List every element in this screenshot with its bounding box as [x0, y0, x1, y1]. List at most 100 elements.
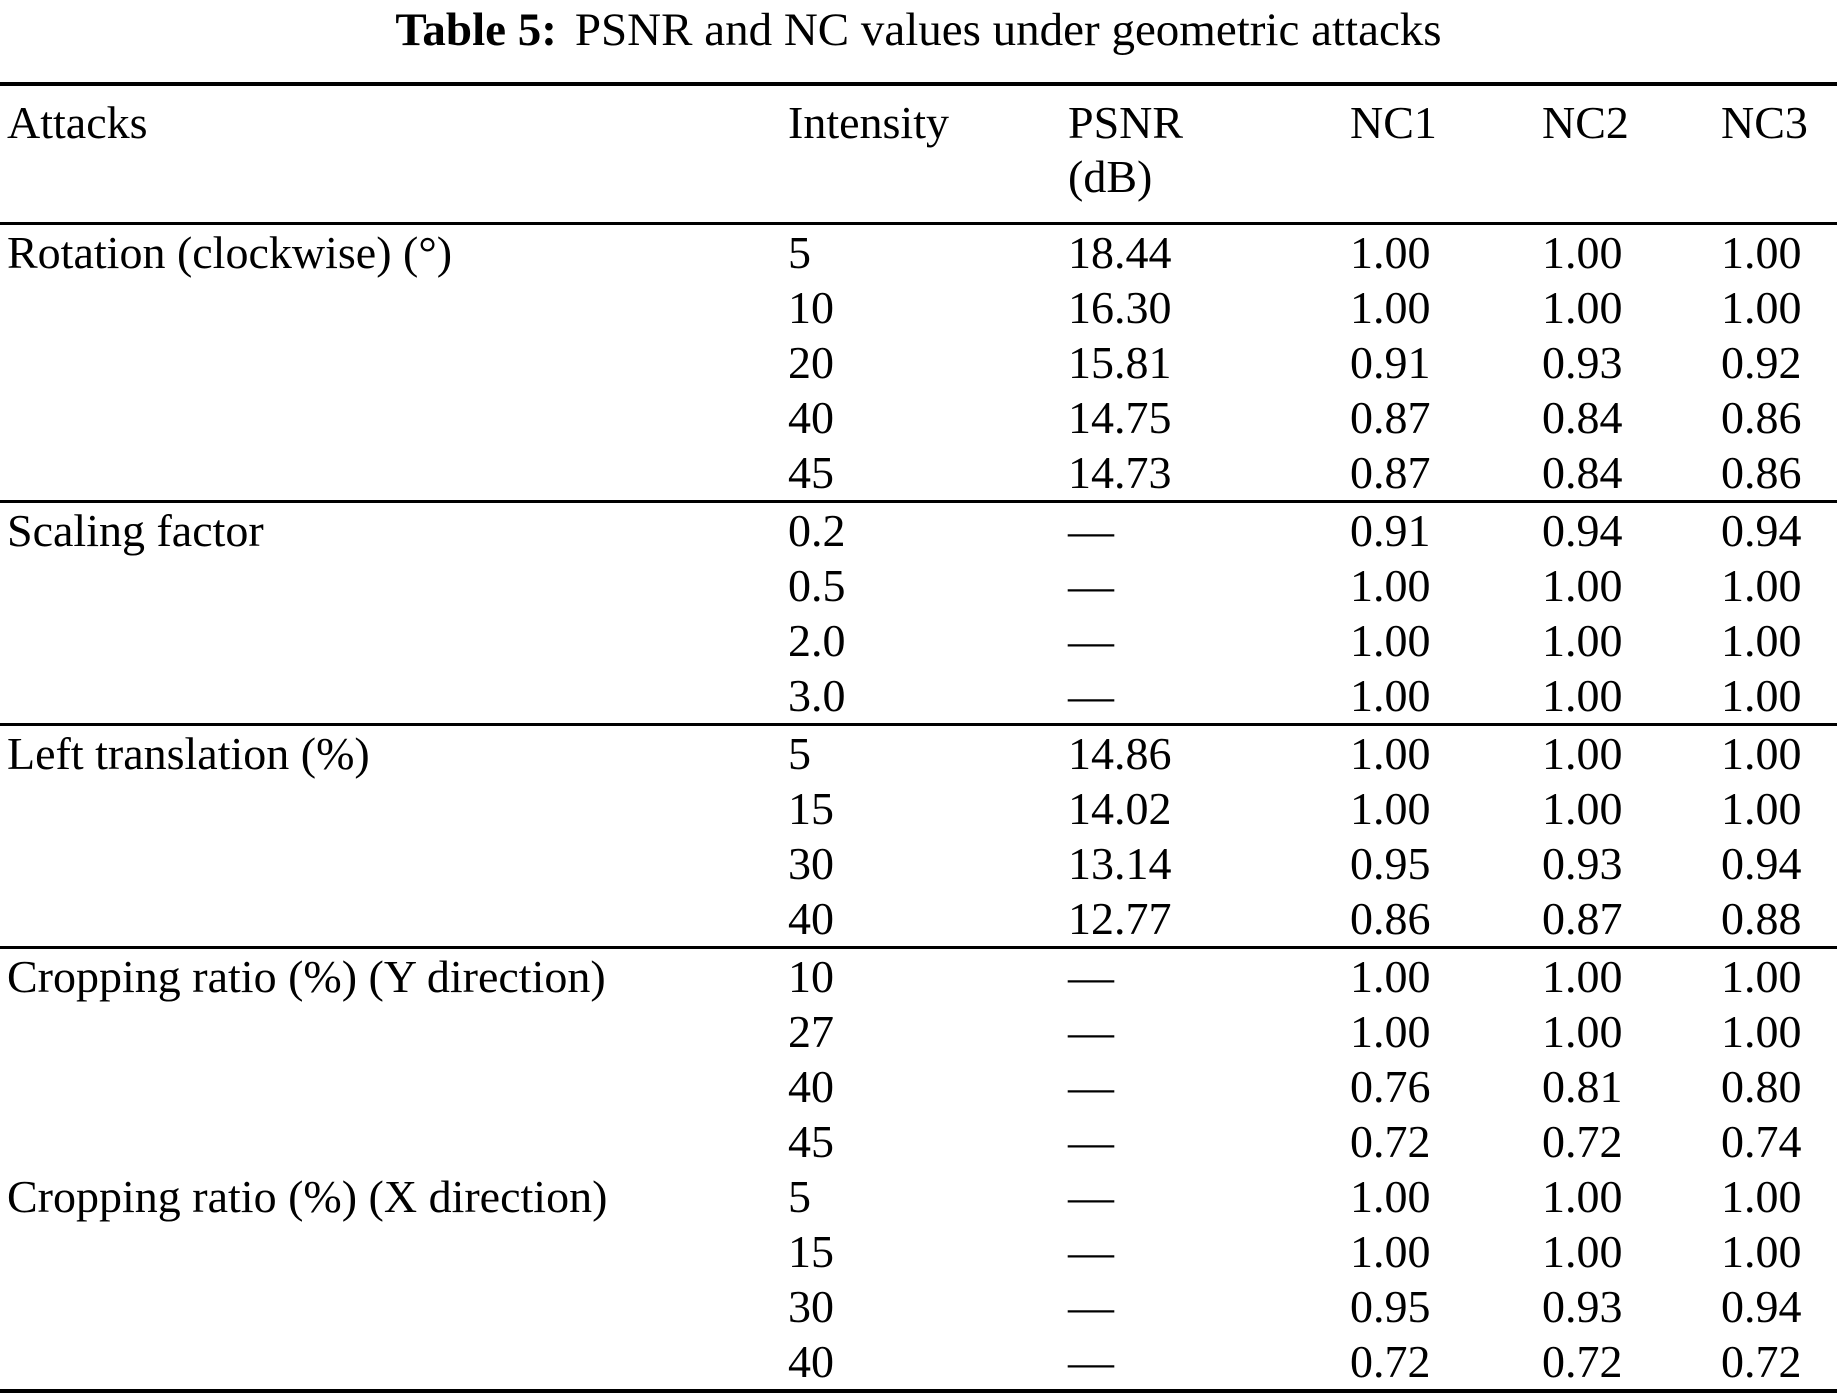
table-row: 20 15.81 0.91 0.93 0.92 — [0, 335, 1837, 390]
nc2-cell: 1.00 — [1542, 951, 1623, 1002]
column-header-psnr-line2: (dB) — [1068, 151, 1153, 202]
nc1-cell: 1.00 — [1350, 227, 1431, 278]
intensity-cell: 45 — [788, 1116, 834, 1167]
attack-name-cell — [0, 445, 788, 500]
table-row: 2.0 — 1.00 1.00 1.00 — [0, 613, 1837, 668]
nc1-cell: 1.00 — [1350, 783, 1431, 834]
nc3-cell: 0.74 — [1721, 1116, 1802, 1167]
nc3-cell: 1.00 — [1721, 783, 1802, 834]
nc2-cell: 0.93 — [1542, 1281, 1623, 1332]
table-caption-label: Table 5: — [395, 4, 557, 56]
nc1-cell: 0.91 — [1350, 505, 1431, 556]
nc1-cell: 0.72 — [1350, 1116, 1431, 1167]
nc1-cell: 0.91 — [1350, 337, 1431, 388]
nc3-cell: 0.80 — [1721, 1061, 1802, 1112]
intensity-cell: 40 — [788, 1336, 834, 1387]
intensity-cell: 0.5 — [788, 560, 846, 611]
table-row: 30 — 0.95 0.93 0.94 — [0, 1279, 1837, 1334]
table-row: Scaling factor 0.2 — 0.91 0.94 0.94 — [0, 503, 1837, 558]
table-top-rule — [0, 82, 1837, 86]
intensity-cell: 3.0 — [788, 670, 846, 721]
nc1-cell: 0.87 — [1350, 447, 1431, 498]
nc3-cell: 1.00 — [1721, 1006, 1802, 1057]
nc1-cell: 0.86 — [1350, 893, 1431, 944]
intensity-cell: 40 — [788, 893, 834, 944]
attack-name-cell — [0, 1004, 788, 1059]
nc2-cell: 1.00 — [1542, 282, 1623, 333]
table-row: Cropping ratio (%) (Y direction) 10 — 1.00 1… — [0, 949, 1837, 1004]
nc3-cell: 1.00 — [1721, 1226, 1802, 1277]
nc2-cell: 1.00 — [1542, 1171, 1623, 1222]
nc2-cell: 1.00 — [1542, 728, 1623, 779]
table-row: 0.5 — 1.00 1.00 1.00 — [0, 558, 1837, 613]
nc1-cell: 1.00 — [1350, 560, 1431, 611]
nc3-cell: 0.94 — [1721, 838, 1802, 889]
table-row: 45 — 0.72 0.72 0.74 — [0, 1114, 1837, 1169]
attack-name-cell — [0, 390, 788, 445]
nc1-cell: 0.72 — [1350, 1336, 1431, 1387]
attack-name-cell — [0, 836, 788, 891]
nc2-cell: 0.72 — [1542, 1116, 1623, 1167]
intensity-cell: 45 — [788, 447, 834, 498]
psnr-cell: — — [1068, 505, 1114, 556]
attack-name-cell: Cropping ratio (%) (X direction) — [7, 1171, 608, 1222]
psnr-cell: 15.81 — [1068, 337, 1172, 388]
psnr-cell: 12.77 — [1068, 893, 1172, 944]
table-bottom-rule — [0, 1389, 1837, 1393]
psnr-cell: — — [1068, 1281, 1114, 1332]
attack-name-cell — [0, 781, 788, 836]
psnr-cell: 14.75 — [1068, 392, 1172, 443]
nc2-cell: 0.93 — [1542, 838, 1623, 889]
table-row: 40 — 0.72 0.72 0.72 — [0, 1334, 1837, 1389]
header-rule — [0, 222, 1837, 225]
table-row: 15 14.02 1.00 1.00 1.00 — [0, 781, 1837, 836]
nc1-cell: 1.00 — [1350, 1226, 1431, 1277]
table-row: 40 — 0.76 0.81 0.80 — [0, 1059, 1837, 1114]
table-row: Rotation (clockwise) (°) 5 18.44 1.00 1.00 1.… — [0, 225, 1837, 280]
intensity-cell: 40 — [788, 392, 834, 443]
intensity-cell: 10 — [788, 282, 834, 333]
column-header-attacks: Attacks — [7, 97, 148, 148]
nc3-cell: 0.92 — [1721, 337, 1802, 388]
table-row: 10 16.30 1.00 1.00 1.00 — [0, 280, 1837, 335]
intensity-cell: 5 — [788, 1171, 811, 1222]
intensity-cell: 15 — [788, 783, 834, 834]
table-row: Left translation (%) 5 14.86 1.00 1.00 1.00 — [0, 726, 1837, 781]
psnr-cell: — — [1068, 1171, 1114, 1222]
attack-name-cell: Left translation (%) — [7, 728, 370, 779]
nc1-cell: 1.00 — [1350, 670, 1431, 721]
column-header-psnr: PSNR (dB) — [1068, 86, 1350, 222]
nc1-cell: 1.00 — [1350, 282, 1431, 333]
nc3-cell: 1.00 — [1721, 227, 1802, 278]
table-caption-text: PSNR and NC values under geometric attac… — [574, 4, 1442, 56]
table-row: 45 14.73 0.87 0.84 0.86 — [0, 445, 1837, 500]
table-row: 40 12.77 0.86 0.87 0.88 — [0, 891, 1837, 946]
column-header-nc3: NC3 — [1721, 97, 1808, 148]
table-row: 30 13.14 0.95 0.93 0.94 — [0, 836, 1837, 891]
nc1-cell: 0.87 — [1350, 392, 1431, 443]
nc2-cell: 1.00 — [1542, 783, 1623, 834]
table-body: Rotation (clockwise) (°) 5 18.44 1.00 1.00 1.… — [0, 225, 1837, 1389]
attack-name-cell — [0, 613, 788, 668]
psnr-cell: — — [1068, 1006, 1114, 1057]
psnr-cell: 14.86 — [1068, 728, 1172, 779]
nc3-cell: 1.00 — [1721, 615, 1802, 666]
column-header-nc1: NC1 — [1350, 97, 1437, 148]
table-row: 3.0 — 1.00 1.00 1.00 — [0, 668, 1837, 723]
nc3-cell: 1.00 — [1721, 282, 1802, 333]
table-row: 15 — 1.00 1.00 1.00 — [0, 1224, 1837, 1279]
nc1-cell: 0.95 — [1350, 838, 1431, 889]
nc3-cell: 0.94 — [1721, 505, 1802, 556]
column-header-intensity: Intensity — [788, 97, 949, 148]
intensity-cell: 20 — [788, 337, 834, 388]
nc1-cell: 1.00 — [1350, 1171, 1431, 1222]
nc2-cell: 1.00 — [1542, 560, 1623, 611]
nc3-cell: 0.94 — [1721, 1281, 1802, 1332]
attack-name-cell — [0, 1224, 788, 1279]
psnr-cell: — — [1068, 615, 1114, 666]
attack-name-cell: Scaling factor — [7, 505, 264, 556]
data-table: Attacks Intensity PSNR (dB) NC1 NC2 NC3 … — [0, 82, 1837, 1393]
attack-name-cell — [0, 558, 788, 613]
nc3-cell: 0.88 — [1721, 893, 1802, 944]
table-row: 27 — 1.00 1.00 1.00 — [0, 1004, 1837, 1059]
